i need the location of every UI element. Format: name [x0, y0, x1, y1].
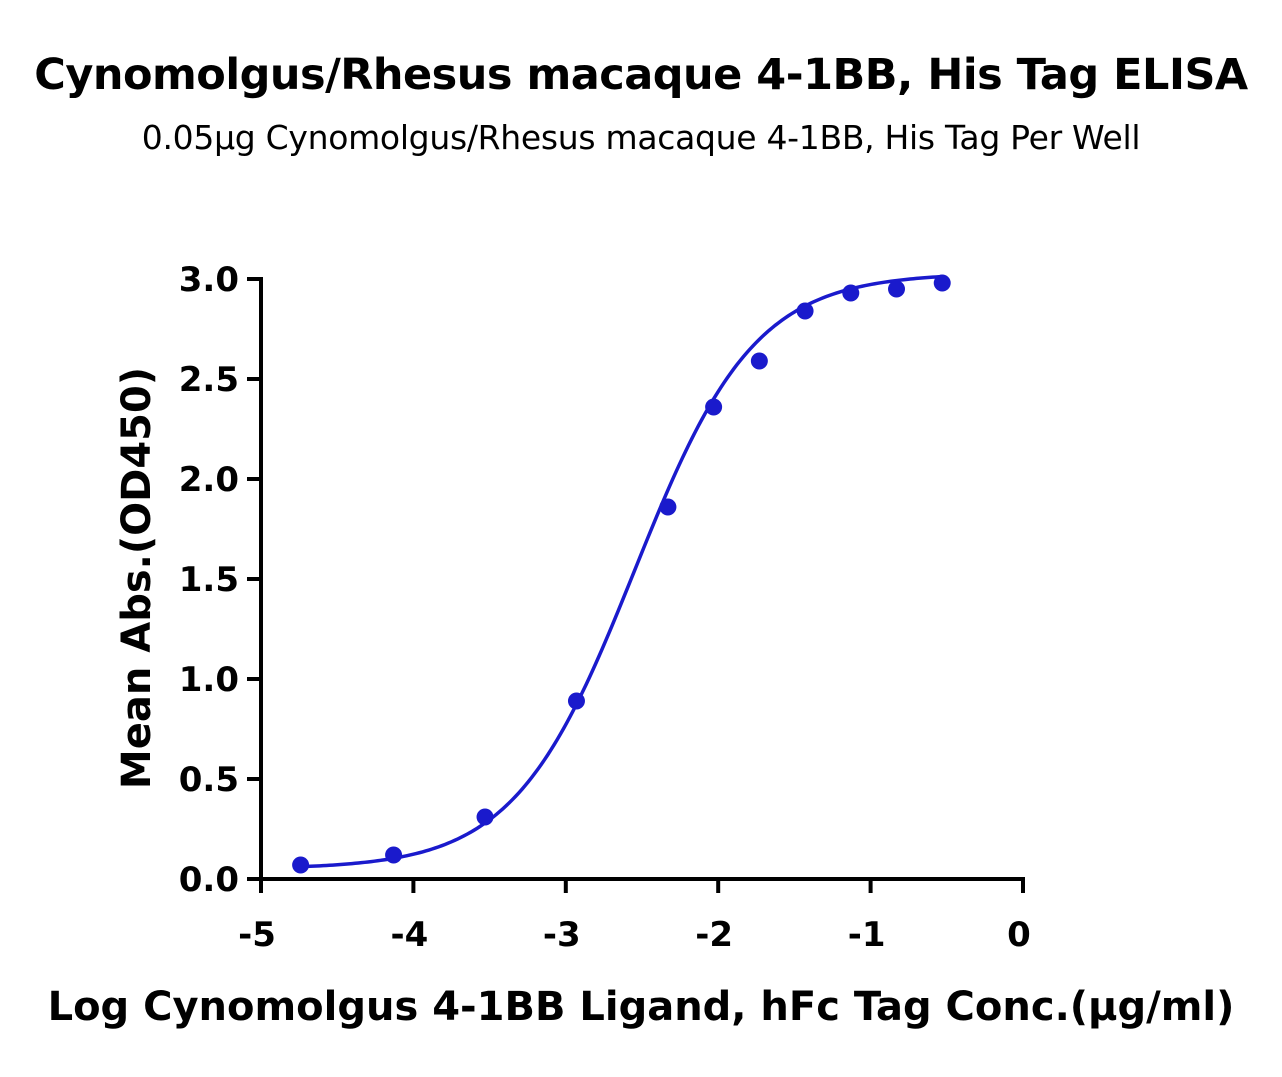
- x-tick-label: -1: [848, 915, 886, 955]
- y-tick-label: 2.5: [179, 360, 239, 400]
- data-point: [705, 398, 723, 416]
- x-tick-label: -2: [695, 915, 733, 955]
- data-point: [933, 274, 951, 292]
- chart-subtitle: 0.05μg Cynomolgus/Rhesus macaque 4-1BB, …: [141, 118, 1141, 157]
- data-point: [796, 302, 814, 320]
- fit-curve: [300, 274, 943, 869]
- y-tick-label: 0.0: [179, 860, 239, 900]
- data-point: [842, 284, 860, 302]
- x-tick-label: 0: [1007, 915, 1031, 955]
- y-tick-label: 3.0: [179, 260, 239, 300]
- y-tick-label: 1.0: [179, 660, 239, 700]
- data-points: [292, 274, 951, 874]
- data-point: [888, 280, 906, 298]
- data-point: [476, 808, 494, 826]
- chart-title: Cynomolgus/Rhesus macaque 4-1BB, His Tag…: [34, 50, 1248, 100]
- x-tick-label: -3: [543, 915, 581, 955]
- data-point: [385, 846, 403, 864]
- data-point: [750, 352, 768, 370]
- x-axis-ticks: -5 -4 -3 -2 -1 0: [238, 879, 1031, 955]
- y-axis-label: Mean Abs.(OD450): [114, 367, 160, 789]
- data-point: [567, 692, 585, 710]
- axes: [259, 277, 1025, 881]
- x-tick-label: -5: [238, 915, 276, 955]
- data-point: [659, 498, 677, 516]
- x-axis-label: Log Cynomolgus 4-1BB Ligand, hFc Tag Con…: [48, 984, 1235, 1030]
- x-tick-label: -4: [391, 915, 429, 955]
- y-tick-label: 0.5: [179, 760, 239, 800]
- y-tick-label: 2.0: [179, 460, 239, 500]
- data-point: [292, 856, 310, 874]
- y-axis-ticks: 0.0 0.5 1.0 1.5 2.0 2.5 3.0: [179, 260, 261, 900]
- y-tick-label: 1.5: [179, 560, 239, 600]
